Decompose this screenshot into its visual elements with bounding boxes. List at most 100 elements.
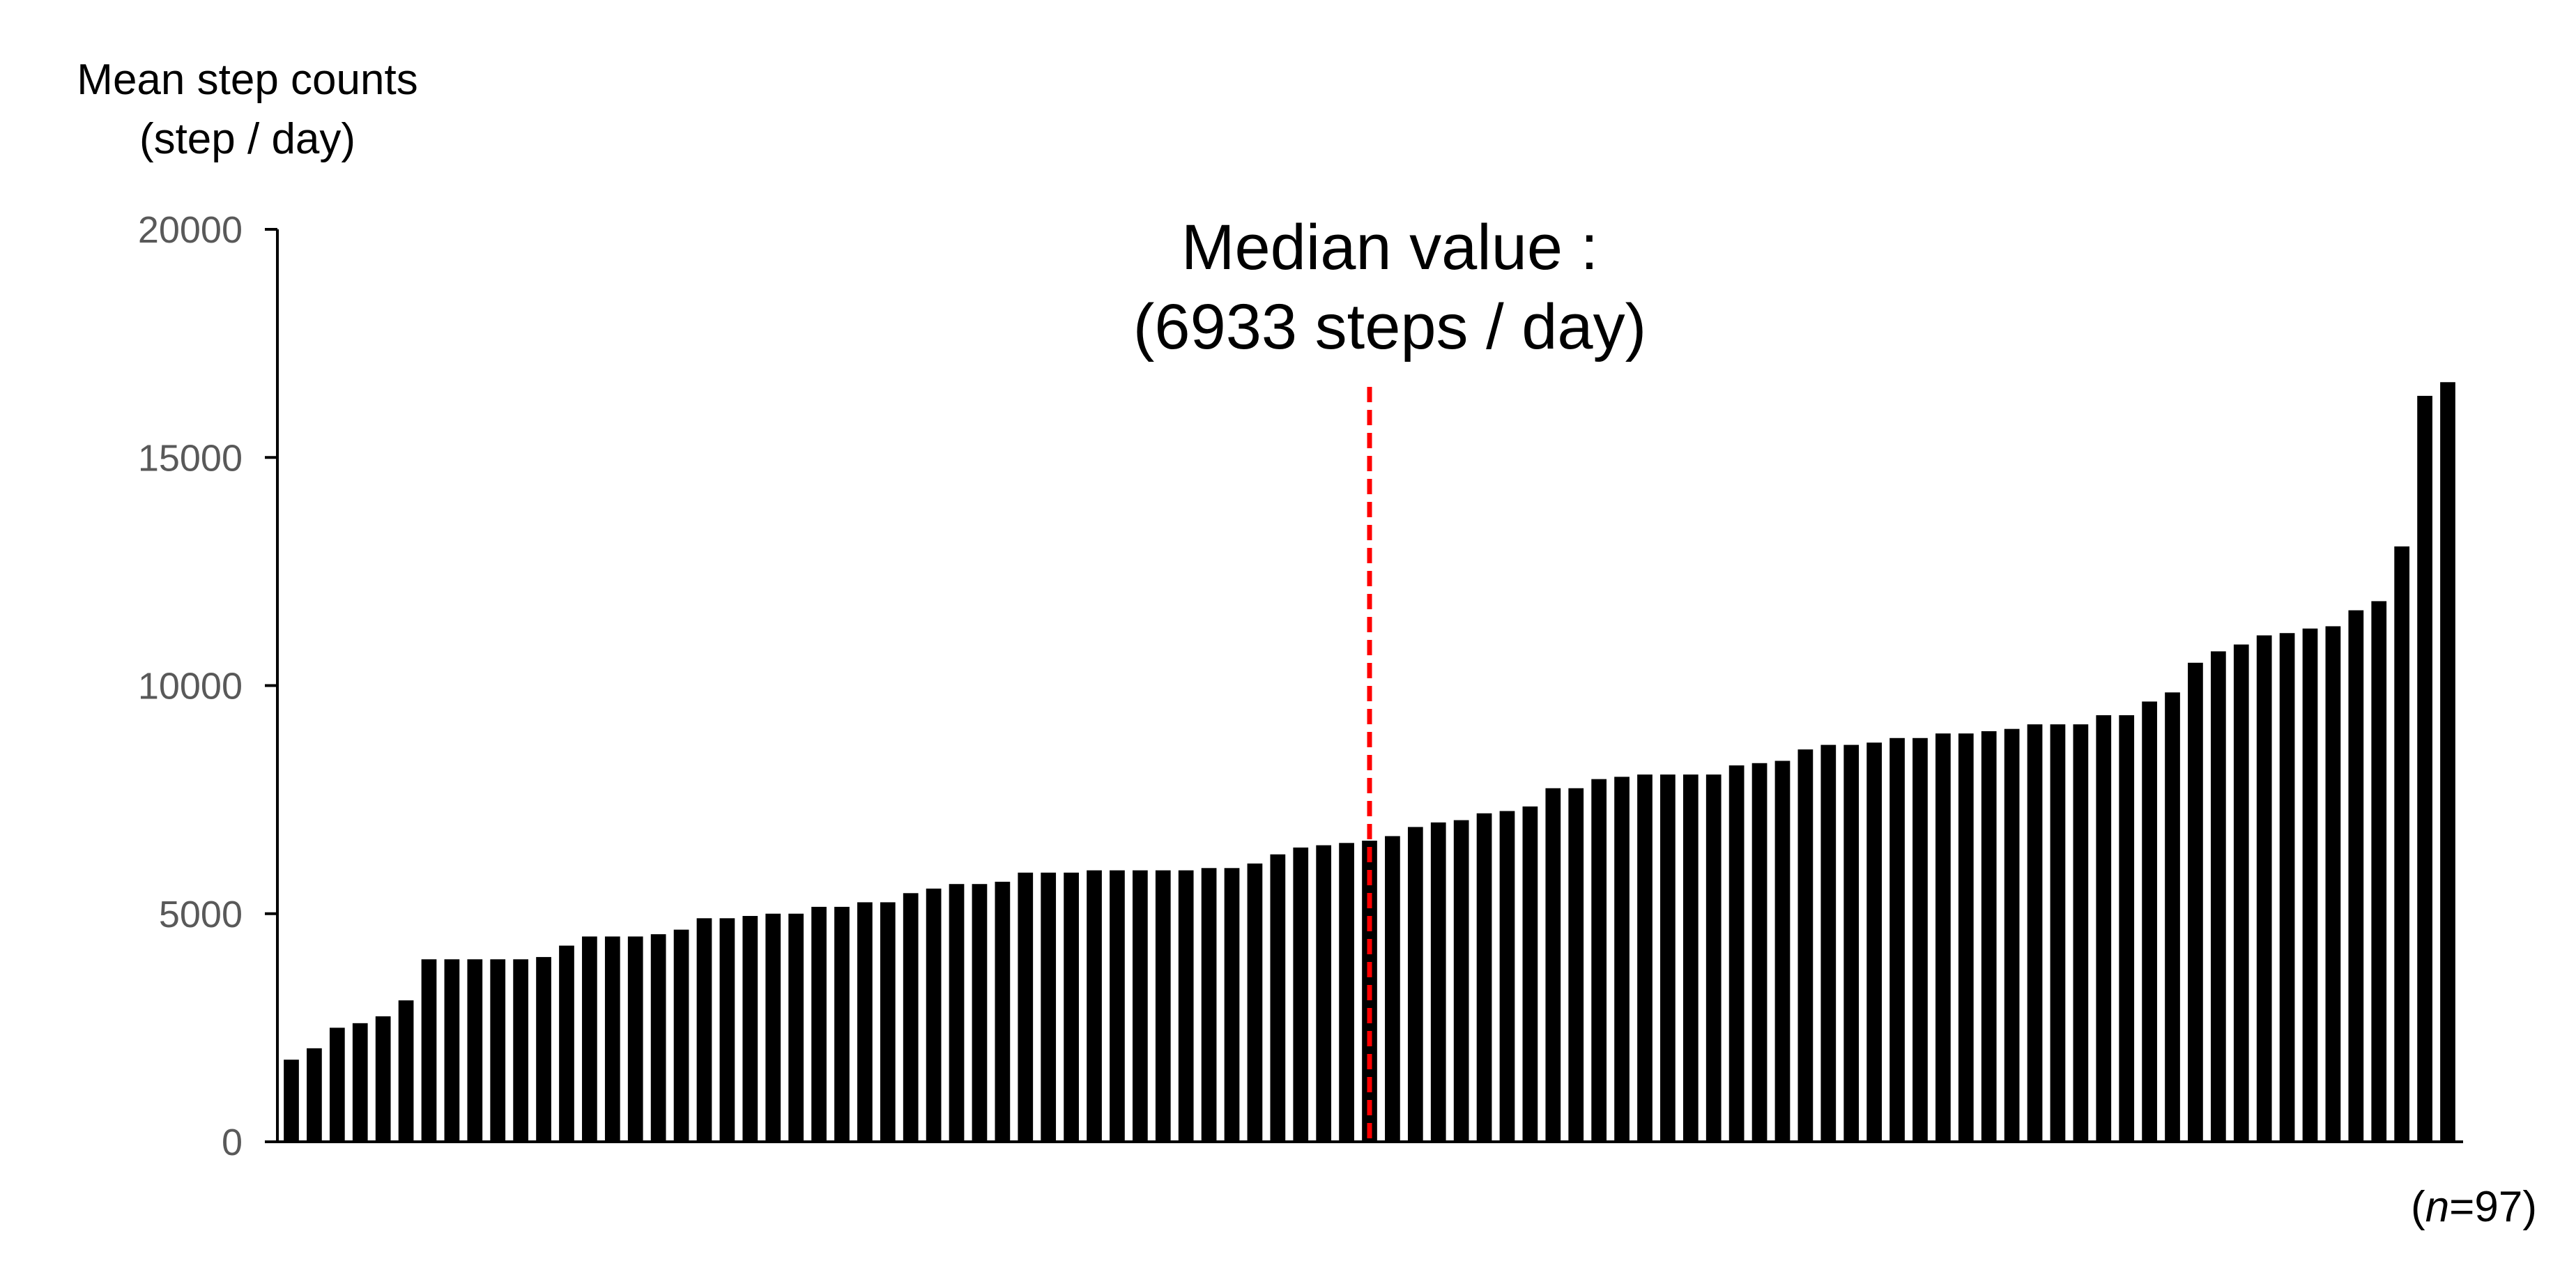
bar xyxy=(536,956,551,1142)
bar xyxy=(2210,651,2226,1142)
bar xyxy=(2348,610,2364,1142)
bar xyxy=(811,906,827,1142)
y-tick-label: 10000 xyxy=(138,666,243,708)
bar xyxy=(1110,870,1125,1142)
bar xyxy=(1201,868,1217,1142)
bar xyxy=(1889,737,1905,1142)
bar xyxy=(582,936,597,1142)
bar xyxy=(949,884,965,1142)
bar xyxy=(1797,749,1814,1142)
bar xyxy=(490,959,506,1142)
bar xyxy=(284,1060,299,1142)
bar xyxy=(375,1016,391,1142)
bar xyxy=(2165,692,2180,1142)
bar xyxy=(1316,845,1332,1142)
y-axis-title-line-2: (step / day) xyxy=(139,115,355,163)
bar xyxy=(2096,715,2112,1142)
sample-size-n: n xyxy=(2425,1183,2449,1231)
bar xyxy=(926,888,942,1142)
bar xyxy=(834,906,850,1142)
sample-size-prefix: ( xyxy=(2411,1183,2425,1231)
median-annotation-line-2: (6933 steps / day) xyxy=(1133,291,1646,362)
bar xyxy=(1981,731,1997,1142)
bar xyxy=(467,959,483,1142)
bar xyxy=(1660,774,1676,1142)
bar xyxy=(719,918,735,1142)
y-tick-label: 20000 xyxy=(138,209,243,251)
bar xyxy=(857,902,873,1142)
bar xyxy=(398,1000,414,1142)
median-annotation: Median value : (6933 steps / day) xyxy=(1133,212,1646,362)
bar xyxy=(627,936,643,1142)
bar xyxy=(2279,633,2295,1142)
bar xyxy=(972,884,988,1142)
bar xyxy=(2119,715,2135,1142)
bar xyxy=(1064,872,1079,1142)
bar xyxy=(2142,701,2157,1142)
bar xyxy=(765,913,781,1142)
bar xyxy=(2325,626,2341,1142)
y-ticks-group: 0 5000 10000 15000 20000 xyxy=(138,209,277,1163)
bar xyxy=(329,1027,345,1142)
bar xyxy=(1935,733,1951,1142)
bar xyxy=(1614,777,1630,1142)
bar xyxy=(2417,395,2432,1142)
bar xyxy=(1499,811,1515,1142)
bars-group xyxy=(284,382,2455,1142)
bar xyxy=(1132,870,1148,1142)
bar xyxy=(1751,763,1768,1142)
bar xyxy=(1155,870,1171,1142)
bar xyxy=(1041,872,1057,1142)
bar xyxy=(1958,733,1974,1142)
bar xyxy=(1270,854,1286,1142)
bar xyxy=(513,959,529,1142)
bar xyxy=(604,936,620,1142)
bar xyxy=(559,945,574,1142)
bar xyxy=(2256,635,2272,1142)
bar xyxy=(1591,779,1607,1142)
bar xyxy=(2440,382,2455,1142)
bar xyxy=(1843,744,1860,1142)
bar xyxy=(650,934,666,1142)
y-tick-label: 0 xyxy=(222,1122,243,1163)
sample-size-label: (n=97) xyxy=(2411,1183,2537,1231)
bar xyxy=(1476,813,1492,1142)
bar xyxy=(1705,774,1722,1142)
bar xyxy=(444,959,460,1142)
bar xyxy=(1293,847,1309,1142)
bar xyxy=(1224,868,1240,1142)
y-tick-label: 5000 xyxy=(159,894,243,935)
bar xyxy=(2394,546,2410,1142)
bar xyxy=(1407,827,1423,1142)
bar xyxy=(1568,788,1584,1142)
bar xyxy=(2027,724,2043,1142)
bar xyxy=(1774,761,1791,1142)
bar xyxy=(1866,742,1882,1142)
sample-size-suffix: =97) xyxy=(2449,1183,2537,1231)
bar xyxy=(788,913,804,1142)
bar xyxy=(1637,774,1653,1142)
bar xyxy=(1728,765,1745,1142)
bar xyxy=(2188,662,2203,1142)
bar xyxy=(1912,737,1928,1142)
bar xyxy=(1018,872,1034,1142)
bar xyxy=(1087,870,1102,1142)
bar xyxy=(696,918,712,1142)
bar xyxy=(2004,728,2020,1142)
bar xyxy=(1178,870,1194,1142)
bar xyxy=(421,959,437,1142)
bar xyxy=(2302,628,2318,1142)
median-annotation-line-1: Median value : xyxy=(1181,212,1598,283)
bar xyxy=(2233,644,2249,1142)
bar xyxy=(352,1023,368,1142)
bar xyxy=(1247,863,1263,1142)
bar xyxy=(995,881,1011,1142)
y-axis-title: Mean step counts (step / day) xyxy=(77,56,417,163)
y-axis-title-line-1: Mean step counts xyxy=(77,56,417,104)
bar xyxy=(880,902,896,1142)
bar xyxy=(903,893,919,1142)
y-tick-label: 15000 xyxy=(138,437,243,479)
bar xyxy=(1820,744,1837,1142)
bar xyxy=(1453,820,1469,1142)
